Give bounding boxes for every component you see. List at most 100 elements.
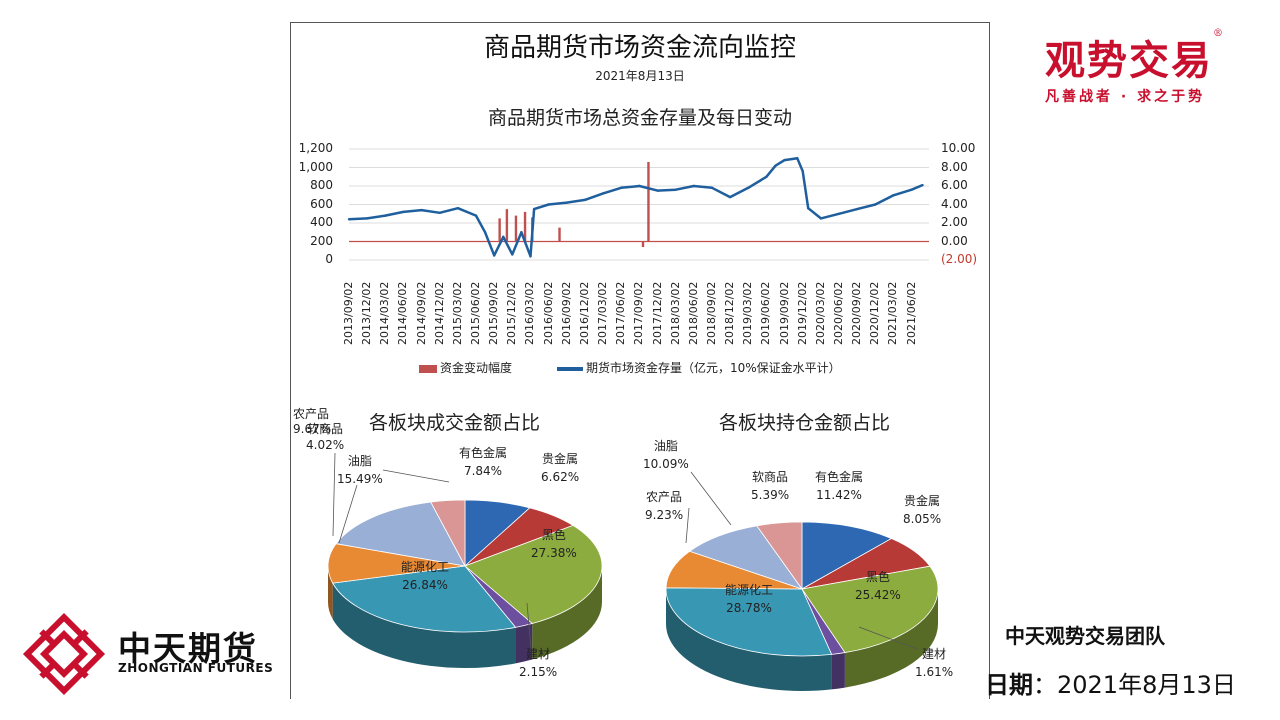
left-tick-label: 200 <box>310 233 333 248</box>
fund-stock-point <box>474 214 478 217</box>
fund-stock-point <box>529 255 532 258</box>
fund-stock-point <box>384 214 387 217</box>
fund-stock-point <box>483 231 487 234</box>
footer-date: 日期：2021年8月13日 <box>985 665 1236 700</box>
pie-leader-line <box>338 484 358 544</box>
pie2-label-energy: 能源化工 28.78% <box>725 583 774 615</box>
fund-stock-point <box>511 253 514 256</box>
right-tick-label: (2.00) <box>941 252 978 266</box>
company-name: 中天期货 <box>118 629 258 668</box>
fund-stock-line <box>348 157 923 258</box>
pie1-label-nonferrous: 有色金属 7.84% <box>459 446 508 478</box>
pie1-slice-side <box>515 623 533 664</box>
line-chart-title: 商品期货市场总资金存量及每日变动 <box>487 107 792 129</box>
fund-stock-point <box>502 235 505 239</box>
fund-stock-point <box>765 175 768 178</box>
pie1-label-precious: 贵金属 6.62% <box>541 452 580 484</box>
left-tick-label: 0 <box>325 252 333 266</box>
pie1-label-oil: 油脂 15.49% <box>337 454 383 486</box>
fund-stock-point <box>638 184 641 188</box>
pie1-slice-side <box>532 566 602 660</box>
company-name-en: ZHONGTIAN FUTURES <box>118 661 274 675</box>
brand-logo-right: 观势交易® 凡善战者 · 求之于势 <box>1045 28 1245 108</box>
fund-stock-point <box>347 218 351 221</box>
fund-stock-point <box>692 184 696 188</box>
footer-date-sep: ： <box>1033 671 1057 699</box>
pie2-slice-2 <box>801 565 939 654</box>
pie2-label-building: 建材 1.61% <box>915 647 954 679</box>
fund-stock-point <box>774 164 777 167</box>
pie1-label-energy: 能源化工 26.84% <box>401 560 450 592</box>
pie1-label-building: 建材 2.15% <box>519 647 558 679</box>
right-tick-label: 8.00 <box>941 159 968 174</box>
footer-date-label: 日期 <box>985 671 1033 699</box>
report-panel: 商品期货市场资金流向监控 2021年8月13日 商品期货市场总资金存量及每日变动… <box>290 22 990 699</box>
fund-stock-point <box>420 208 423 212</box>
fund-stock-point <box>819 217 823 220</box>
fund-stock-point <box>583 198 587 202</box>
fund-stock-point <box>921 183 924 187</box>
fund-stock-point <box>910 188 913 191</box>
change-bar <box>498 218 501 242</box>
fund-stock-point <box>747 186 750 190</box>
pie1-slice-side <box>328 566 333 620</box>
fund-stock-point <box>874 203 877 206</box>
pie1-slice-side <box>332 583 516 668</box>
pie1-label-ferrous: 黑色 27.38% <box>531 528 577 560</box>
fund-stock-point <box>783 158 786 162</box>
fund-stock-point <box>532 207 536 211</box>
pie2-label-agri: 农产品 9.23% <box>645 490 684 522</box>
fund-stock-point <box>601 192 605 195</box>
fund-stock-point <box>402 210 405 214</box>
pie2-label-precious: 贵金属 8.05% <box>903 494 942 526</box>
pie2-slice-6 <box>688 525 804 590</box>
pie2-label-ferrous: 黑色 25.42% <box>855 570 901 602</box>
brand-name: 观势交易® <box>1045 28 1225 84</box>
pie2-slice-side <box>831 652 845 690</box>
legend-item-bar: 资金变动幅度 <box>419 359 512 376</box>
fund-stock-point <box>520 231 523 234</box>
pie2-title: 各板块持仓金额占比 <box>719 412 891 434</box>
fund-stock-point <box>656 189 659 192</box>
left-tick-label: 600 <box>310 196 333 211</box>
fund-stock-point <box>456 207 460 210</box>
fund-stock-point <box>892 194 895 197</box>
right-tick-label: 0.00 <box>941 233 968 248</box>
pie1-slice-6 <box>335 501 466 567</box>
fund-stock-point <box>565 201 568 204</box>
left-tick-label: 400 <box>310 215 333 229</box>
fund-stock-point <box>806 207 810 210</box>
pie-leader-line <box>526 602 532 650</box>
pie2-label-oil: 油脂 10.09% <box>643 439 689 471</box>
right-tick-label: 4.00 <box>941 196 968 211</box>
pie-leader-line <box>382 469 450 483</box>
fund-stock-point <box>728 195 732 199</box>
pie2-label-nonferrous: 有色金属 11.42% <box>815 470 864 502</box>
pie-leader-line <box>685 507 690 544</box>
change-bar <box>647 161 650 242</box>
legend-swatch-line <box>557 366 583 371</box>
brand-slogan: 凡善战者 · 求之于势 <box>1045 89 1206 105</box>
right-tick-label: 10.00 <box>941 141 976 155</box>
change-bar <box>514 215 518 242</box>
pie1-slice-2 <box>464 524 603 624</box>
pie2-label-soft: 软商品 5.39% <box>751 470 790 502</box>
pie1-label-agri: 农产品 9.67% <box>293 407 332 436</box>
fund-stock-point <box>674 188 677 191</box>
left-tick-label: 1,000 <box>298 159 333 174</box>
pie1-label-soft: 软商品 4.02% <box>306 422 345 452</box>
pie-charts <box>327 452 939 691</box>
fund-stock-point <box>801 170 804 173</box>
fund-stock-point <box>620 186 623 190</box>
fund-stock-point <box>710 186 714 190</box>
legend-swatch-bar <box>419 364 437 373</box>
pie2-slice-4 <box>665 587 833 657</box>
pie1-slice-5 <box>327 543 466 584</box>
pie1-slice-7 <box>430 499 466 567</box>
pie2-slice-5 <box>665 550 803 590</box>
line-chart <box>347 148 929 261</box>
pie2-slice-7 <box>756 521 803 591</box>
legend-label-bar: 资金变动幅度 <box>440 361 513 375</box>
fund-stock-point <box>438 211 441 215</box>
right-tick-label: 6.00 <box>941 178 968 192</box>
